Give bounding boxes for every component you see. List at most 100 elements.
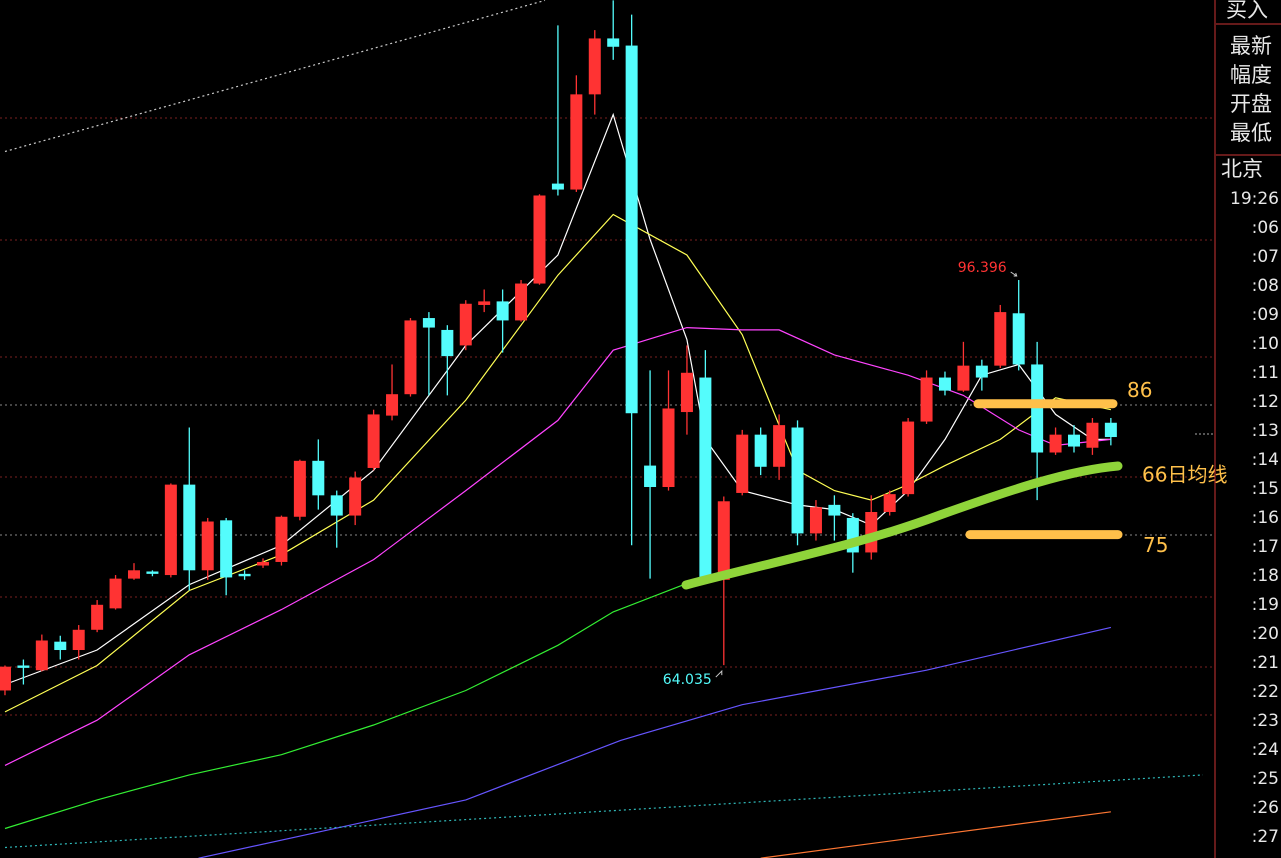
candle-body: [146, 571, 159, 574]
minute-label: :07: [1252, 247, 1279, 267]
candle-body: [699, 377, 712, 579]
field-label: 幅度: [1230, 63, 1272, 87]
candle-body: [330, 495, 343, 516]
candle-body: [293, 460, 306, 517]
ma-line: [760, 811, 1111, 858]
candle-body: [72, 629, 85, 651]
candle-body: [478, 301, 491, 305]
candle-body: [920, 377, 933, 422]
candle-body: [515, 283, 528, 321]
minute-label: :18: [1252, 566, 1279, 586]
candle-body: [570, 94, 583, 190]
candle-body: [607, 38, 620, 47]
candle-body: [349, 477, 362, 516]
candle-body: [201, 521, 214, 571]
minute-label: :14: [1252, 450, 1279, 470]
candle-body: [644, 465, 657, 488]
candle-body: [183, 484, 196, 571]
candle-body: [257, 561, 270, 566]
annotations: 96.396 64.035 86 75 66日均线: [663, 260, 1228, 688]
ma-label: 66日均线: [1142, 463, 1227, 487]
candle-body: [496, 301, 509, 321]
candle-body: [1049, 434, 1062, 453]
minute-label: :12: [1252, 392, 1279, 412]
candle-body: [54, 641, 67, 651]
level-label: 75: [1143, 533, 1168, 557]
minute-label: :27: [1252, 827, 1279, 847]
candle-body: [441, 329, 454, 357]
field-label: 最低: [1230, 121, 1272, 145]
candle-body: [1067, 434, 1080, 447]
level-label: 86: [1127, 378, 1152, 402]
ma-line: [4, 213, 1112, 713]
candle-body: [902, 421, 915, 495]
candle-body: [275, 516, 288, 562]
candle-body: [883, 494, 896, 512]
candle-body: [367, 414, 380, 468]
city: 北京: [1221, 157, 1263, 181]
candle-body: [459, 303, 472, 346]
candle-body: [588, 38, 601, 95]
ma-line: [4, 582, 688, 830]
arrow: [715, 669, 723, 678]
minute-label: :22: [1252, 682, 1279, 702]
hand-drawn-ma-line: [681, 461, 1123, 590]
candle-body: [791, 427, 804, 534]
clock: 19:26: [1230, 189, 1279, 209]
candle-body: [662, 408, 675, 488]
minute-label: :16: [1252, 508, 1279, 528]
low-label: 64.035: [663, 672, 712, 688]
ma-line: [4, 0, 546, 153]
candle-body: [312, 460, 325, 496]
minute-label: :17: [1252, 537, 1279, 557]
candle-body: [809, 507, 822, 534]
candle-body: [35, 640, 48, 671]
candle-body: [754, 434, 767, 467]
candle-body: [773, 425, 786, 467]
candle-body: [386, 394, 399, 416]
candle-body: [533, 195, 546, 284]
candle-body: [1086, 422, 1099, 448]
minute-label: :06: [1252, 218, 1279, 238]
candle-body: [0, 666, 11, 691]
candle-body: [91, 604, 104, 630]
candle-body: [828, 504, 841, 516]
candle-body: [238, 573, 251, 577]
field-label: 开盘: [1230, 92, 1272, 116]
minute-label: :19: [1252, 595, 1279, 615]
candle-body: [1012, 313, 1025, 365]
high-label: 96.396: [958, 260, 1007, 276]
candle-body: [17, 665, 30, 668]
moving-averages: [4, 0, 1204, 858]
minute-label: :09: [1252, 305, 1279, 325]
minute-label: :20: [1252, 624, 1279, 644]
candle-body: [164, 484, 177, 576]
candle-body: [1031, 364, 1044, 453]
candle-body: [127, 570, 140, 579]
minute-label: :08: [1252, 276, 1279, 296]
side-panel: 最新幅度开盘最低:06:07:08:09:10:11:12:13:14:15:1…: [1230, 34, 1279, 847]
candle-body: [938, 377, 951, 391]
field-label: 最新: [1230, 34, 1272, 58]
ma-line: [4, 774, 1204, 849]
minute-label: :13: [1252, 421, 1279, 441]
candle-body: [109, 578, 122, 609]
minute-label: :15: [1252, 479, 1279, 499]
candle-body: [404, 320, 417, 395]
candle-body: [551, 183, 564, 190]
minute-label: :26: [1252, 798, 1279, 818]
candle-body: [975, 365, 988, 378]
candle-body: [994, 312, 1007, 366]
ma-line: [198, 626, 1112, 858]
ma-line: [4, 112, 1111, 686]
minute-label: :24: [1252, 740, 1279, 760]
candle-body: [957, 365, 970, 391]
arrow: [1010, 271, 1018, 277]
minute-label: :25: [1252, 769, 1279, 789]
minute-label: :23: [1252, 711, 1279, 731]
minute-label: :11: [1252, 363, 1279, 383]
candle-body: [736, 434, 749, 493]
candle-body: [422, 318, 435, 328]
candle-body: [625, 45, 638, 414]
